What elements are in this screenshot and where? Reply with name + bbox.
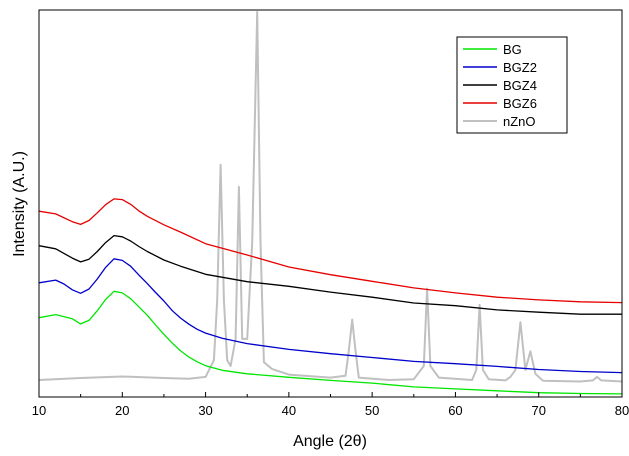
legend-label-nzno: nZnO: [503, 114, 536, 129]
series-layer: [38, 10, 623, 395]
x-tick-label: 80: [615, 403, 629, 418]
series-line-bg: [38, 290, 623, 395]
legend: BG BGZ2 BGZ4 BGZ6 nZnO: [456, 36, 568, 134]
x-axis-title: Angle (2θ): [293, 433, 367, 450]
y-axis-title: Intensity (A.U.): [11, 151, 28, 257]
series-line-bgz2: [38, 258, 623, 374]
x-tick-label: 70: [531, 403, 545, 418]
x-tick-label: 40: [282, 403, 296, 418]
x-tick-label: 20: [115, 403, 129, 418]
legend-label-bgz2: BGZ2: [503, 60, 537, 75]
series-line-bgz4: [38, 234, 622, 315]
x-tick-label: 10: [32, 403, 46, 418]
x-tick-label: 60: [448, 403, 462, 418]
legend-label-bg: BG: [503, 42, 522, 57]
x-tick-label: 30: [198, 403, 212, 418]
legend-label-bgz4: BGZ4: [503, 78, 537, 93]
series-line-nzno: [38, 10, 623, 383]
series-line-bgz6: [38, 198, 623, 304]
legend-label-bgz6: BGZ6: [503, 96, 537, 111]
x-tick-label: 50: [365, 403, 379, 418]
x-axis: 10 20 30 40 50 60 70 80: [32, 392, 629, 418]
